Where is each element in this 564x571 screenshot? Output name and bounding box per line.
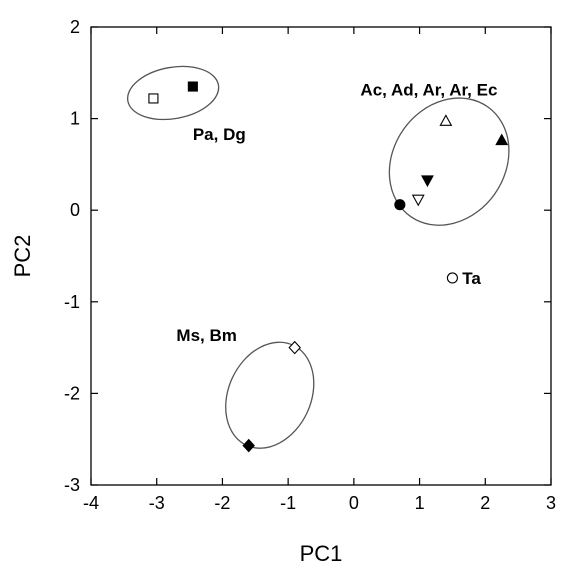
group-label: Ms, Bm bbox=[176, 326, 236, 345]
group-label: Ta bbox=[462, 269, 481, 288]
x-axis-title: PC1 bbox=[300, 541, 343, 566]
x-tick-label: -3 bbox=[149, 493, 165, 513]
circle-marker bbox=[394, 199, 406, 211]
group-ellipse bbox=[225, 341, 315, 449]
diamond-marker bbox=[288, 340, 301, 355]
circle-marker bbox=[446, 272, 458, 284]
x-tick-label: 0 bbox=[349, 493, 359, 513]
group-ellipse bbox=[126, 65, 220, 121]
triangle-up-marker bbox=[495, 133, 509, 146]
triangle-down-marker bbox=[411, 194, 425, 207]
square-marker bbox=[148, 93, 159, 104]
y-tick-label: 1 bbox=[70, 109, 80, 129]
group-label: Pa, Dg bbox=[193, 125, 246, 144]
x-tick-label: 2 bbox=[480, 493, 490, 513]
x-tick-label: 3 bbox=[546, 493, 556, 513]
group-ellipses bbox=[126, 65, 510, 449]
group-labels: Pa, Dg Ac, Ad, Ar, Ar, Ec Ta Ms, Bm bbox=[176, 80, 497, 344]
diamond-marker bbox=[242, 438, 255, 453]
y-tick-label: 0 bbox=[70, 200, 80, 220]
x-tick-label: -1 bbox=[280, 493, 296, 513]
group-ellipse bbox=[388, 97, 510, 226]
y-tick-label: -2 bbox=[64, 383, 80, 403]
triangle-down-marker bbox=[421, 175, 434, 188]
x-tick-label: -2 bbox=[214, 493, 230, 513]
data-points bbox=[148, 81, 509, 453]
y-tick-label: -3 bbox=[64, 475, 80, 495]
y-tick-label: -1 bbox=[64, 292, 80, 312]
x-tick-label: -4 bbox=[83, 493, 99, 513]
square-marker bbox=[187, 81, 198, 92]
plot-frame bbox=[90, 26, 552, 486]
y-axis-title: PC2 bbox=[10, 235, 35, 278]
group-label: Ac, Ad, Ar, Ar, Ec bbox=[360, 80, 497, 99]
y-tick-label: 2 bbox=[70, 17, 80, 37]
triangle-up-marker bbox=[439, 114, 453, 126]
x-tick-label: 1 bbox=[415, 493, 425, 513]
